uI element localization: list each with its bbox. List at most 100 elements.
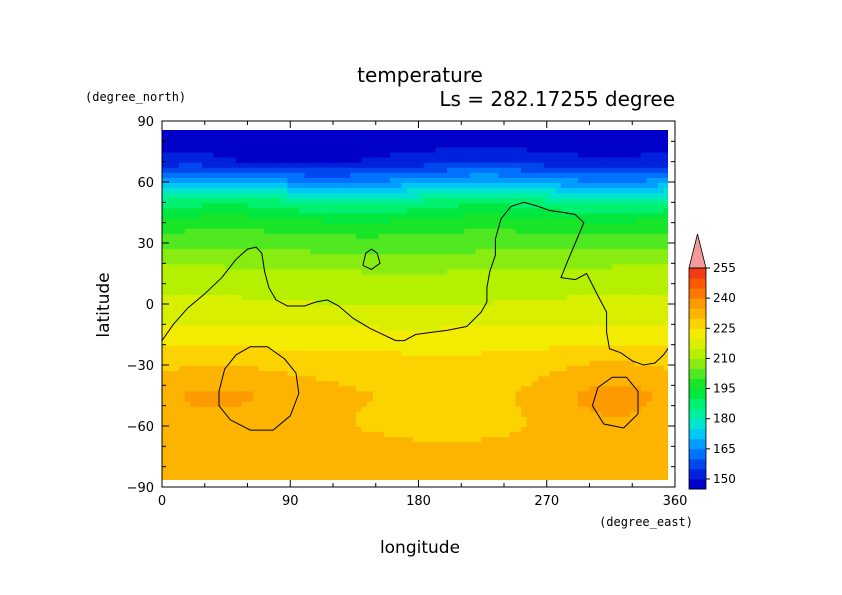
field-cell	[384, 350, 391, 357]
field-cell	[561, 371, 568, 377]
field-cell	[549, 249, 556, 255]
field-cell	[623, 376, 630, 382]
field-cell	[270, 254, 277, 260]
field-cell	[629, 289, 636, 296]
field-cell	[521, 305, 528, 311]
field-cell	[646, 315, 653, 321]
field-cell	[378, 177, 385, 184]
field-cell	[213, 238, 220, 245]
field-cell	[179, 325, 186, 332]
field-cell	[230, 310, 237, 316]
field-cell	[578, 305, 585, 311]
field-cell	[167, 130, 174, 133]
field-cell	[190, 259, 197, 265]
field-cell	[412, 345, 420, 352]
field-cell	[367, 259, 374, 265]
field-cell	[287, 376, 294, 382]
field-cell	[458, 130, 465, 133]
field-cell	[270, 406, 277, 413]
field-cell	[606, 162, 613, 169]
field-cell	[224, 371, 231, 377]
field-cell	[264, 238, 271, 245]
field-cell	[162, 142, 169, 149]
field-cell	[583, 381, 591, 387]
field-cell	[561, 152, 568, 159]
field-cell	[407, 279, 414, 286]
field-cell	[583, 401, 591, 408]
field-cell	[276, 345, 283, 352]
field-cell	[663, 320, 668, 326]
field-cell	[486, 310, 494, 316]
field-cell	[646, 172, 653, 179]
field-cell	[395, 376, 402, 382]
field-cell	[167, 259, 174, 265]
field-cell	[253, 198, 260, 204]
field-cell	[372, 401, 380, 408]
field-cell	[657, 198, 665, 204]
field-cell	[270, 376, 277, 382]
field-cell	[646, 381, 653, 387]
field-cell	[236, 315, 243, 321]
field-cell	[475, 279, 482, 286]
field-cell	[310, 213, 317, 220]
field-cell	[230, 228, 237, 235]
field-cell	[184, 142, 192, 149]
field-cell	[173, 310, 180, 316]
field-cell	[435, 132, 442, 138]
field-cell	[600, 350, 608, 357]
field-cell	[640, 157, 648, 164]
field-cell	[532, 264, 539, 271]
field-cell	[532, 233, 539, 240]
field-cell	[378, 335, 385, 342]
field-cell	[338, 386, 345, 393]
field-cell	[464, 294, 471, 301]
field-cell	[350, 381, 357, 387]
field-cell	[287, 401, 294, 408]
field-cell	[606, 238, 613, 245]
field-cell	[196, 198, 203, 204]
field-cell	[247, 391, 254, 398]
field-cell	[264, 213, 271, 220]
field-cell	[184, 188, 192, 194]
field-cell	[486, 259, 494, 265]
field-cell	[378, 264, 385, 271]
field-cell	[338, 371, 345, 377]
field-cell	[640, 315, 648, 321]
field-cell	[247, 330, 254, 337]
field-cell	[338, 294, 345, 301]
field-cell	[401, 279, 408, 286]
field-cell	[310, 350, 317, 357]
field-cell	[578, 132, 585, 138]
field-cell	[504, 396, 511, 403]
field-cell	[572, 264, 579, 271]
field-cell	[538, 177, 545, 184]
field-cell	[384, 147, 391, 154]
field-cell	[293, 401, 300, 408]
field-cell	[418, 213, 425, 220]
field-cell	[253, 193, 260, 199]
field-cell	[179, 305, 186, 311]
field-cell	[350, 183, 357, 189]
field-cell	[566, 193, 573, 199]
field-cell	[258, 376, 266, 382]
field-cell	[606, 152, 613, 159]
field-cell	[390, 381, 397, 387]
field-cell	[264, 401, 271, 408]
field-cell	[167, 254, 174, 260]
field-cell	[646, 233, 653, 240]
field-cell	[258, 132, 266, 138]
field-cell	[526, 238, 534, 245]
field-cell	[219, 269, 226, 276]
field-cell	[230, 396, 237, 403]
field-cell	[276, 137, 283, 143]
field-cell	[561, 330, 568, 337]
field-cell	[555, 330, 562, 337]
field-cell	[304, 310, 311, 316]
field-cell	[424, 162, 431, 169]
field-cell	[458, 223, 465, 230]
field-cell	[447, 391, 454, 398]
field-cell	[464, 360, 471, 367]
field-cell	[270, 330, 277, 337]
field-cell	[236, 157, 243, 164]
field-cell	[424, 355, 431, 362]
